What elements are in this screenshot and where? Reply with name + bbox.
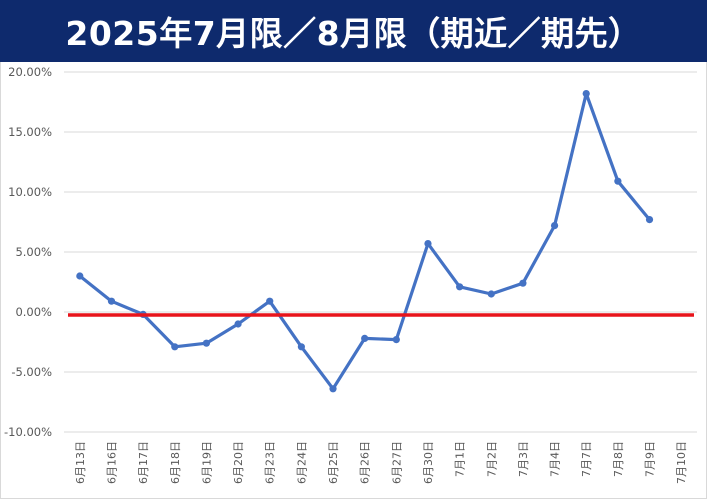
x-tick-label: 7月4日 bbox=[549, 441, 562, 477]
data-point bbox=[76, 272, 84, 280]
x-tick-label: 7月9日 bbox=[644, 441, 657, 477]
data-point bbox=[550, 222, 559, 230]
x-tick-label: 6月30日 bbox=[422, 441, 435, 484]
data-point bbox=[582, 90, 590, 98]
x-tick-label: 7月8日 bbox=[612, 441, 625, 477]
x-tick-label: 6月24日 bbox=[295, 441, 308, 484]
data-point bbox=[202, 339, 211, 347]
data-point bbox=[266, 297, 274, 305]
x-tick-label: 6月26日 bbox=[359, 441, 372, 484]
data-point bbox=[487, 290, 495, 298]
series-line bbox=[78, 91, 652, 391]
x-tick-label: 7月3日 bbox=[517, 441, 530, 477]
data-point bbox=[171, 343, 179, 351]
data-point bbox=[297, 343, 305, 351]
data-point bbox=[645, 216, 654, 224]
x-tick-label: 7月10日 bbox=[675, 441, 688, 484]
data-point bbox=[234, 320, 242, 328]
x-tick-label: 6月13日 bbox=[74, 441, 87, 484]
x-tick-label: 7月1日 bbox=[454, 441, 467, 477]
x-tick-label: 6月25日 bbox=[327, 441, 340, 484]
x-tick-label: 6月20日 bbox=[232, 441, 245, 484]
x-tick-label: 7月7日 bbox=[580, 441, 593, 477]
chart-title: 2025年7月限／8月限（期近／期先） bbox=[65, 14, 642, 53]
x-tick-label: 6月23日 bbox=[264, 441, 277, 484]
x-tick-label: 7月2日 bbox=[485, 441, 498, 477]
y-tick-label: 5.00% bbox=[15, 245, 52, 259]
y-tick-label: 10.00% bbox=[8, 185, 52, 199]
data-point bbox=[424, 240, 432, 248]
data-point bbox=[361, 334, 369, 342]
data-point bbox=[329, 385, 337, 393]
data-point bbox=[456, 283, 464, 291]
x-tick-label: 6月27日 bbox=[390, 441, 403, 484]
y-tick-label: 20.00% bbox=[8, 65, 52, 79]
x-tick-label: 6月18日 bbox=[169, 441, 182, 484]
data-point bbox=[614, 177, 622, 185]
x-tick-label: 6月16日 bbox=[105, 441, 118, 484]
y-tick-label: -10.00% bbox=[4, 425, 52, 439]
data-point bbox=[519, 279, 527, 287]
y-tick-label: 15.00% bbox=[8, 125, 52, 139]
x-tick-label: 6月19日 bbox=[200, 441, 213, 484]
title-bar: 2025年7月限／8月限（期近／期先） bbox=[0, 0, 707, 62]
y-tick-label: -5.00% bbox=[11, 365, 52, 379]
y-tick-label: 0.00% bbox=[15, 305, 52, 319]
data-point bbox=[107, 297, 116, 305]
x-tick-label: 6月17日 bbox=[137, 441, 150, 484]
data-point bbox=[392, 336, 400, 344]
